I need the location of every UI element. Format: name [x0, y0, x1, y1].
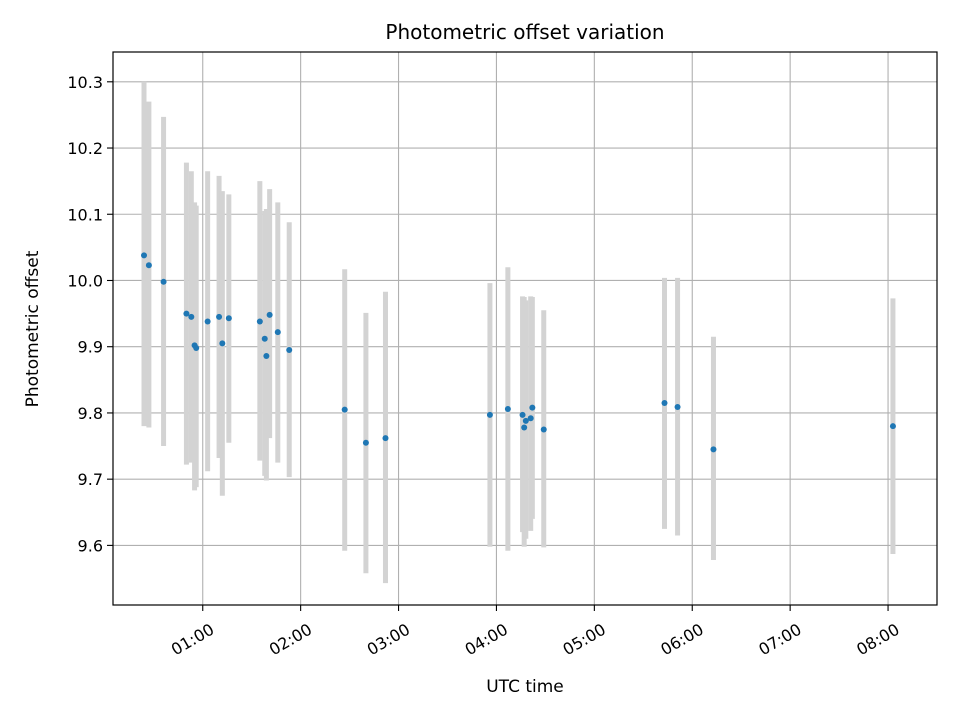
data-point [504, 405, 511, 412]
data-point [160, 278, 167, 285]
data-point [263, 352, 270, 359]
data-point [216, 313, 223, 320]
data-point [521, 424, 528, 431]
data-point [141, 252, 148, 259]
y-tick-label: 9.9 [78, 338, 103, 357]
x-tick-label: 07:00 [755, 620, 804, 660]
data-point [710, 446, 717, 453]
y-tick-label: 10.1 [67, 205, 103, 224]
data-point [261, 335, 268, 342]
data-point [519, 411, 526, 418]
data-point [362, 439, 369, 446]
x-tick-label: 02:00 [266, 620, 315, 660]
data-point [193, 345, 200, 352]
data-point [256, 318, 263, 325]
data-point [286, 347, 293, 354]
data-point [204, 318, 211, 325]
errorbars [141, 81, 896, 584]
chart-title: Photometric offset variation [385, 20, 664, 44]
y-tick-label: 10.0 [67, 271, 103, 290]
data-point [274, 329, 281, 336]
data-point [219, 340, 226, 347]
y-tick-label: 10.2 [67, 139, 103, 158]
data-point [674, 403, 681, 410]
x-tick-label: 03:00 [364, 620, 413, 660]
data-point [527, 415, 534, 422]
data-point [486, 411, 493, 418]
data-point [661, 400, 668, 407]
x-tick-label: 04:00 [462, 620, 511, 660]
data-point [540, 426, 547, 433]
x-tick-label: 01:00 [168, 620, 217, 660]
x-axis-label: UTC time [486, 677, 564, 697]
data-point [529, 404, 536, 411]
data-points [141, 252, 896, 453]
data-point [145, 262, 152, 269]
data-point [522, 417, 529, 424]
y-tick-label: 9.8 [78, 404, 103, 423]
grid [113, 52, 937, 605]
x-axis-ticks: 01:00 02:00 03:00 04:00 05:00 06:00 07:00 08:00 [168, 605, 903, 659]
x-tick-label: 08:00 [853, 620, 902, 660]
data-point [889, 423, 896, 430]
y-axis-label: Photometric offset [23, 250, 43, 407]
x-tick-label: 05:00 [560, 620, 609, 660]
data-point [188, 313, 195, 320]
data-point [225, 315, 232, 322]
x-tick-label: 06:00 [657, 620, 706, 660]
data-point [183, 310, 190, 317]
data-point [382, 435, 389, 442]
y-tick-label: 9.7 [78, 470, 103, 489]
data-point [341, 406, 348, 413]
plot-frame [112, 51, 938, 606]
y-axis-ticks: 9.6 9.7 9.8 9.9 10.0 10.1 10.2 10.3 [67, 73, 113, 555]
y-tick-label: 9.6 [78, 536, 103, 555]
y-tick-label: 10.3 [67, 73, 103, 92]
data-point [266, 311, 273, 318]
